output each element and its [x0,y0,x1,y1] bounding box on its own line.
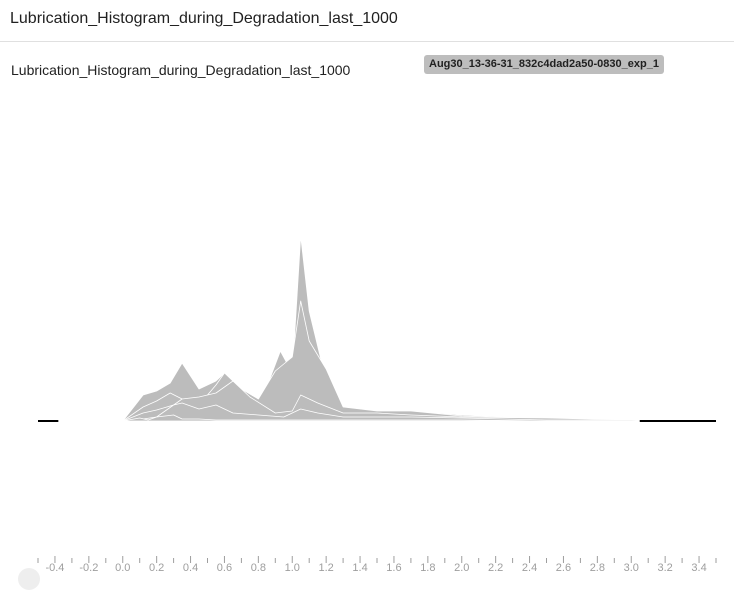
x-tick-label: 2.6 [556,562,571,574]
x-tick-label: 2.0 [454,562,469,574]
x-tick-label: 3.4 [691,562,706,574]
expand-button[interactable] [18,568,40,590]
x-tick-label: 1.8 [420,562,435,574]
x-tick-label: 1.6 [386,562,401,574]
histogram-series-5 [37,235,717,422]
x-tick-label: 0.6 [217,562,232,574]
x-tick-label: 0.4 [183,562,198,574]
x-tick-label: 0.8 [251,562,266,574]
x-tick-label: 2.8 [590,562,605,574]
x-tick-label: 1.4 [352,562,367,574]
histogram-series-1 [37,414,717,422]
histogram-chart: -0.4 -0.2 0.0 0.2 0.4 0.6 0.8 1.0 1.2 1.4 1.6 1.8 2.… [37,235,717,574]
card-title: Lubrication_Histogram_during_Degradation… [10,10,398,27]
run-badge[interactable]: Aug30_13-36-31_832c4dad2a50-0830_exp_1 [424,55,664,74]
x-tick-label: 2.4 [522,562,537,574]
histogram-series-2 [37,402,717,422]
x-tick-label: 0.0 [115,562,130,574]
x-tick-label: 1.2 [319,562,334,574]
x-tick-label: -0.4 [45,562,64,574]
chart-title: Lubrication_Histogram_during_Degradation… [11,62,351,78]
x-tick-label: 1.0 [285,562,300,574]
x-tick-label: 0.2 [149,562,164,574]
x-tick-label: 2.2 [488,562,503,574]
x-tick-label: 3.2 [658,562,673,574]
x-tick-label: -0.2 [79,562,98,574]
x-tick-label: 3.0 [624,562,639,574]
histogram-series-4 [37,300,717,422]
card-header: Lubrication_Histogram_during_Degradation… [0,0,734,42]
